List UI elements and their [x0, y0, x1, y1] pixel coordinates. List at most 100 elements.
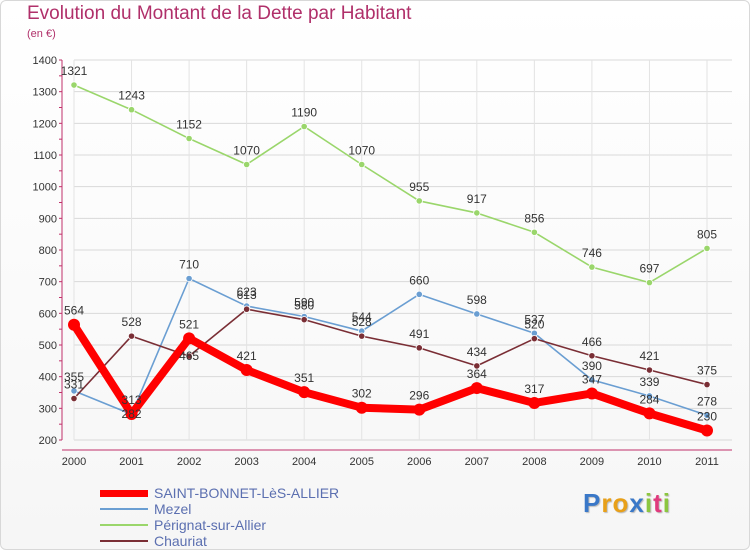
data-point	[70, 81, 78, 89]
data-label: 282	[122, 407, 142, 421]
data-point	[298, 386, 311, 399]
chart-legend: SAINT-BONNET-LèS-ALLIER Mezel Pérignat-s…	[100, 485, 339, 549]
data-label: 339	[639, 375, 659, 389]
logo-letter: i	[662, 488, 671, 518]
data-point	[473, 209, 481, 217]
data-label: 421	[237, 349, 257, 363]
y-tick-label: 300	[39, 403, 57, 415]
data-point	[415, 197, 423, 205]
data-label: 390	[582, 359, 602, 373]
data-label: 1321	[61, 64, 88, 78]
x-tick-label: 2001	[119, 456, 143, 468]
data-point	[530, 335, 538, 343]
data-label: 917	[467, 192, 487, 206]
data-labels: 1321 1243 1152 1070 1190 1070 955 917 856 746 697 8…	[61, 64, 718, 423]
data-point	[703, 411, 711, 419]
data-point	[588, 263, 596, 271]
y-tick-label: 800	[39, 245, 57, 257]
data-label: 284	[639, 392, 659, 406]
y-tick-label: 1200	[33, 118, 57, 130]
x-tick-label: 2011	[695, 456, 719, 468]
legend-swatch-perignat	[100, 524, 148, 526]
legend-label-chauriat: Chauriat	[154, 533, 207, 549]
line-chart: 200 300 400 500 600 700 800 900 1000 1100 1200 1300…	[33, 55, 732, 468]
data-label: 421	[639, 349, 659, 363]
data-point	[473, 362, 481, 370]
data-point	[645, 279, 654, 287]
data-label: 1190	[291, 106, 317, 120]
axes: 200 300 400 500 600 700 800 900 1000 1100 1200 1300…	[33, 55, 732, 468]
data-point	[413, 403, 426, 416]
chart-title: Evolution du Montant de la Dette par Hab…	[27, 3, 412, 24]
data-point	[70, 387, 78, 395]
data-point	[703, 380, 711, 389]
x-tick-label: 2008	[522, 456, 546, 468]
data-label: 230	[697, 410, 717, 424]
data-label: 1070	[348, 144, 375, 158]
data-point	[300, 316, 308, 324]
data-point	[645, 392, 654, 400]
logo-letter: o	[612, 488, 630, 518]
data-point	[703, 244, 711, 253]
data-point	[243, 160, 251, 169]
data-label: 528	[122, 315, 142, 329]
data-label: 520	[524, 318, 544, 332]
logo-letter: r	[601, 488, 613, 518]
x-tick-label: 2009	[580, 456, 604, 468]
data-label: 521	[179, 317, 199, 331]
x-tick-label: 2010	[637, 456, 661, 468]
x-tick-label: 2002	[177, 456, 201, 468]
data-label: 491	[409, 327, 429, 341]
legend-label-perignat: Pérignat-sur-Allier	[154, 517, 267, 533]
legend-swatch-saint-bonnet	[100, 489, 148, 497]
x-tick-label: 2007	[465, 456, 489, 468]
data-label: 598	[467, 293, 487, 307]
data-point	[185, 352, 193, 360]
data-label: 1152	[176, 118, 202, 132]
logo-letter: t	[653, 488, 663, 518]
data-point	[528, 396, 541, 409]
logo-letter: P	[583, 488, 602, 518]
x-tick-label: 2003	[234, 456, 258, 468]
grid	[73, 59, 732, 441]
data-label: 580	[294, 299, 314, 313]
data-label: 317	[524, 382, 544, 396]
data-label: 544	[352, 310, 372, 324]
x-tick-label: 2000	[62, 456, 86, 468]
data-point	[358, 160, 366, 169]
data-point	[243, 305, 251, 313]
data-label: 660	[409, 273, 429, 287]
y-tick-label: 900	[39, 213, 57, 225]
data-label: 347	[582, 372, 602, 386]
data-label: 623	[237, 285, 257, 299]
data-point	[127, 106, 136, 114]
series-line	[73, 277, 708, 417]
data-label: 351	[294, 371, 314, 385]
data-point	[125, 408, 138, 421]
data-point	[240, 364, 253, 377]
data-label: 697	[639, 262, 659, 276]
y-tick-label: 400	[39, 372, 57, 384]
data-label: 313	[122, 393, 142, 407]
legend-label-saint-bonnet: SAINT-BONNET-LèS-ALLIER	[154, 485, 340, 501]
data-point	[701, 424, 713, 437]
data-point	[588, 376, 596, 384]
chart-unit-label: (en €)	[27, 28, 56, 40]
y-tick-label: 600	[39, 308, 57, 320]
data-label: 364	[467, 367, 487, 381]
x-tick-label: 2004	[292, 456, 316, 468]
data-point	[415, 344, 423, 352]
y-tick-label: 700	[39, 277, 57, 289]
data-label: 805	[697, 227, 717, 241]
data-point	[185, 274, 193, 283]
series-lines	[68, 81, 713, 437]
data-point	[300, 122, 308, 131]
data-point	[645, 366, 654, 374]
data-label: 1243	[118, 89, 145, 103]
legend-item-mezel: Mezel	[100, 501, 339, 517]
data-point	[585, 387, 598, 400]
y-tick-label: 1100	[33, 150, 57, 162]
data-label: 331	[64, 378, 84, 392]
data-point	[470, 382, 483, 395]
data-point	[355, 401, 368, 414]
